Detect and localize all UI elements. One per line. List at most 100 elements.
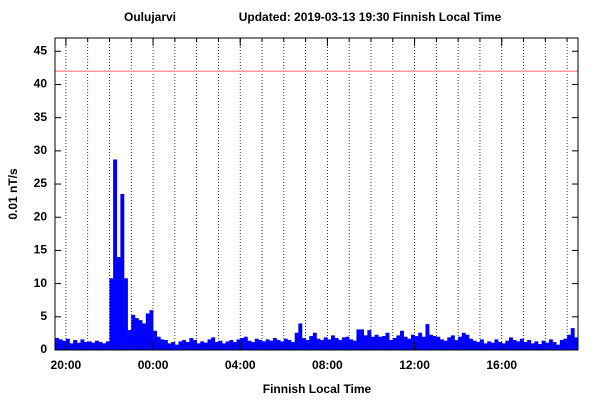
bar	[291, 342, 296, 350]
bar	[276, 340, 281, 350]
bar	[360, 329, 365, 350]
bar	[349, 339, 354, 350]
x-tick-label: 12:00	[399, 358, 430, 372]
bar	[94, 340, 99, 350]
bar	[421, 336, 426, 350]
bar	[305, 340, 310, 350]
bar	[134, 318, 139, 350]
bar	[389, 340, 394, 350]
bar	[563, 338, 568, 350]
bar	[483, 343, 488, 350]
y-tick-label: 15	[34, 243, 48, 257]
bar	[214, 342, 219, 350]
bar	[145, 313, 150, 350]
bar	[385, 332, 390, 350]
bar	[243, 336, 248, 350]
chart-title: Oulujarvi	[124, 10, 176, 24]
bar	[120, 194, 125, 350]
y-tick-label: 5	[40, 309, 47, 323]
bar	[272, 338, 277, 350]
bar	[171, 342, 176, 350]
bar	[418, 332, 423, 350]
bar	[476, 342, 481, 350]
bar	[356, 329, 361, 350]
bar	[62, 340, 67, 350]
bar	[439, 339, 444, 350]
bar	[211, 337, 216, 350]
y-tick-label: 10	[34, 276, 48, 290]
y-tick-label: 0	[40, 342, 47, 356]
bar	[454, 340, 459, 350]
bar	[341, 337, 346, 350]
bar	[574, 337, 579, 350]
bar	[436, 336, 441, 350]
bar	[447, 337, 452, 350]
bar	[174, 344, 179, 350]
bar	[138, 320, 143, 350]
bar	[396, 335, 401, 350]
bar	[298, 323, 303, 350]
bar	[251, 342, 256, 350]
bar	[392, 338, 397, 350]
bar	[530, 343, 535, 350]
bar	[374, 334, 379, 350]
bar	[294, 332, 299, 350]
bar	[189, 338, 194, 350]
bar	[367, 330, 372, 350]
bar	[541, 340, 546, 350]
bar	[102, 343, 107, 350]
bar	[225, 341, 230, 350]
bar	[87, 341, 92, 350]
bar	[548, 339, 553, 350]
bar	[538, 344, 542, 350]
chart-subtitle: Updated: 2019-03-13 19:30 Finnish Local …	[239, 10, 502, 24]
y-axis-label: 0.01 nT/s	[6, 168, 20, 220]
bar	[247, 340, 252, 350]
bar	[403, 336, 408, 350]
bar	[381, 336, 386, 350]
bar	[265, 339, 270, 350]
bar	[200, 341, 205, 350]
bar	[69, 343, 74, 350]
bar	[519, 338, 524, 350]
y-tick-label: 20	[34, 209, 48, 223]
bar	[316, 338, 321, 350]
bar	[203, 342, 208, 350]
bar	[116, 257, 121, 350]
bar	[73, 340, 78, 350]
bar	[232, 342, 237, 350]
bar	[410, 334, 415, 350]
bar	[469, 338, 473, 350]
bar	[516, 341, 521, 350]
bar	[490, 342, 495, 350]
bar	[494, 339, 499, 350]
bar	[55, 338, 59, 350]
x-tick-label: 00:00	[138, 358, 169, 372]
bar	[236, 339, 241, 350]
bar	[312, 332, 317, 350]
bar	[218, 340, 223, 350]
bar	[156, 336, 161, 350]
bar	[400, 330, 404, 350]
bar	[465, 334, 470, 350]
bar	[149, 310, 154, 350]
bar	[153, 330, 157, 350]
bar	[142, 323, 147, 350]
bar	[370, 336, 375, 350]
bar	[501, 343, 506, 350]
bar	[196, 343, 201, 350]
bar	[269, 340, 274, 350]
bar	[287, 340, 292, 350]
plot-frame	[54, 37, 579, 351]
bar	[527, 340, 532, 350]
bar	[432, 336, 437, 350]
bar	[185, 342, 190, 350]
bar	[229, 340, 234, 350]
bar	[327, 339, 332, 350]
bar	[163, 340, 168, 350]
bar	[127, 330, 132, 350]
bar	[352, 340, 357, 350]
bar	[363, 335, 368, 350]
bar	[84, 342, 88, 350]
bar	[301, 338, 306, 350]
